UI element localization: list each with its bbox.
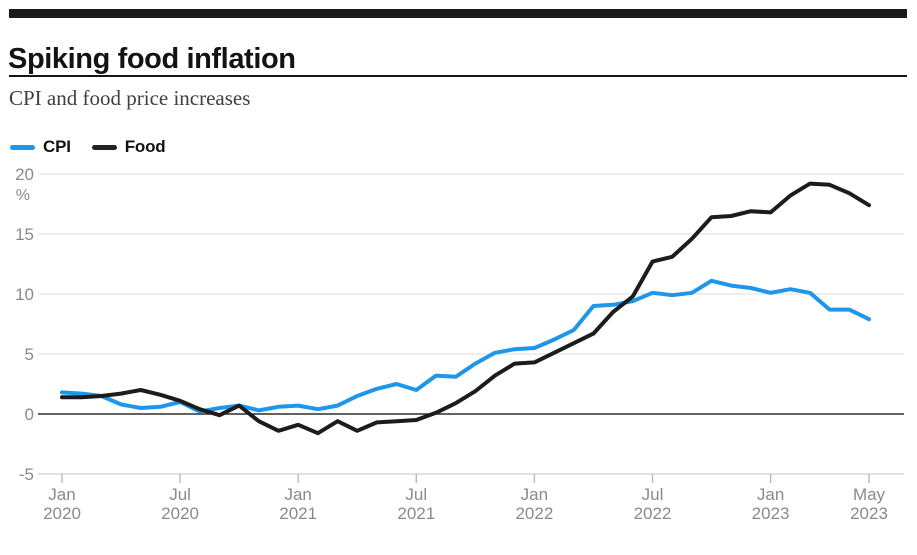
x-axis-label-year: 2020 <box>161 504 199 523</box>
y-axis-unit-label: % <box>16 187 30 204</box>
x-axis-label-month: Jan <box>521 485 548 504</box>
legend-label-food: Food <box>124 137 166 156</box>
x-axis-label-month: Jan <box>757 485 784 504</box>
legend-item-cpi: CPI <box>10 137 71 157</box>
y-axis-label-20: 20 <box>15 165 34 184</box>
legend-item-food: Food <box>91 137 166 157</box>
x-axis-label-month: May <box>853 485 886 504</box>
chart-subtitle: CPI and food price increases <box>9 86 251 110</box>
cpi-line-swatch <box>10 144 35 150</box>
x-axis-label-month: Jan <box>284 485 311 504</box>
y-axis-label--5: -5 <box>19 465 34 484</box>
x-axis-label-month: Jul <box>169 485 191 504</box>
x-axis-label-month: Jul <box>405 485 427 504</box>
food-line-swatch <box>91 144 117 150</box>
title-divider <box>9 75 907 77</box>
x-axis-label-month: Jan <box>48 485 75 504</box>
x-axis-label-year: 2023 <box>850 504 888 523</box>
x-axis-label-year: 2020 <box>43 504 81 523</box>
y-axis-label-15: 15 <box>15 225 34 244</box>
y-axis-label-10: 10 <box>15 285 34 304</box>
cpi-line <box>60 278 871 414</box>
x-axis-label-year: 2022 <box>634 504 672 523</box>
page-title: Spiking food inflation <box>8 43 296 76</box>
y-axis-label-5: 5 <box>25 345 34 364</box>
x-axis-label-year: 2021 <box>279 504 317 523</box>
top-accent-bar <box>9 9 907 18</box>
legend-label-cpi: CPI <box>43 137 71 156</box>
x-axis-label-month: Jul <box>642 485 664 504</box>
x-axis-label-year: 2022 <box>515 504 553 523</box>
y-axis-label-0: 0 <box>25 405 34 424</box>
x-axis-label-year: 2023 <box>752 504 790 523</box>
x-axis-label-year: 2021 <box>397 504 435 523</box>
food-line <box>60 181 871 436</box>
chart-legend: CPI Food <box>10 137 166 157</box>
